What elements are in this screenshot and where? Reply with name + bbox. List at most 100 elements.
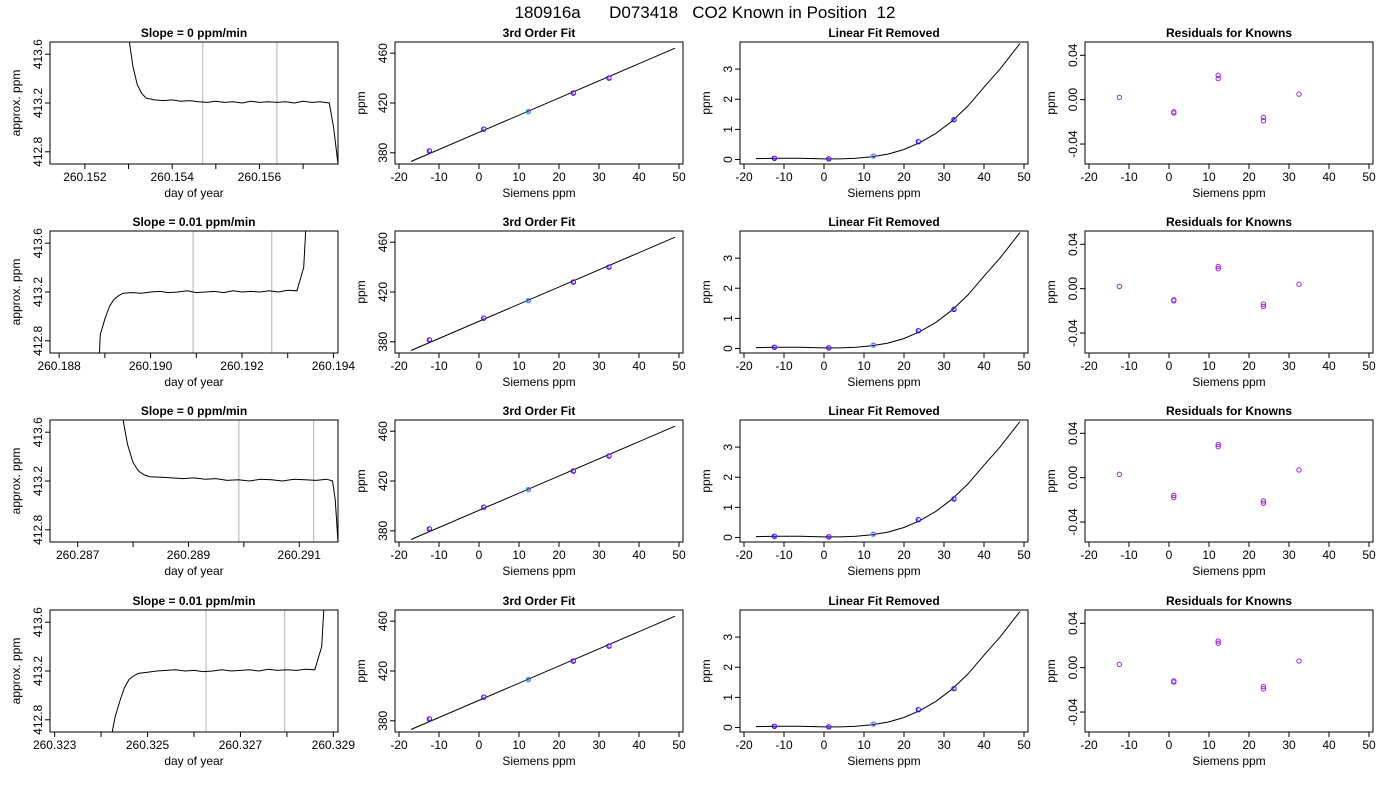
x-tick-label: 20 [897,548,911,562]
panel-1: Slope = 0 ppm/min 260.152 260.154 260.156 41… [9,26,339,200]
y-tick-label: 1 [721,694,735,701]
y-tick-label: 412.8 [31,704,45,734]
data-point [1116,94,1123,101]
data-point-overlay [827,156,832,161]
x-tick-label: -10 [775,548,793,562]
x-tick-label: 40 [1322,738,1336,752]
y-tick-label: 3 [721,633,735,640]
x-axis-label: Siemens ppm [847,564,920,578]
y-tick-label: 420 [376,282,390,302]
x-tick-label: 20 [1242,170,1256,184]
panel-title: Linear Fit Removed [828,594,939,608]
data-point-overlay [482,694,487,699]
data-point-overlay [572,279,576,284]
data-point-overlay [482,126,487,131]
data-point-overlay [572,658,576,663]
y-tick-label: 420 [376,93,390,113]
x-tick-label: 10 [512,738,526,752]
data-point-overlay [871,153,876,158]
panel-title: Slope = 0 ppm/min [141,404,247,418]
x-tick-label: 260.327 [219,738,263,752]
data-point-overlay [952,496,957,501]
y-tick-label: 0 [721,724,735,731]
y-tick-label: 0.00 [1066,88,1080,112]
x-tick-label: 40 [1322,359,1336,373]
y-tick-label: 460 [376,421,390,441]
x-axis-label: Siemens ppm [502,186,575,200]
panel-title: Slope = 0.01 ppm/min [132,215,255,229]
y-tick-label: 412.8 [31,514,45,544]
x-tick-label: 260.289 [167,548,211,562]
x-tick-label: -10 [430,738,448,752]
panel-6: 3rd Order Fit -20 -10 0 10 20 30 40 50 380 420 460 S… [354,215,686,389]
x-tick-label: -10 [775,738,793,752]
fit-curve-line [755,232,1021,349]
x-tick-label: 50 [1362,170,1376,184]
data-point-overlay [572,468,576,473]
x-axis-label: Siemens ppm [1192,754,1265,768]
y-tick-label: 0.04 [1066,421,1080,445]
x-tick-label: 10 [857,170,871,184]
data-point [1171,109,1177,115]
y-tick-label: 0.00 [1066,466,1080,490]
panel-3: Linear Fit Removed -20 -10 0 10 20 30 40 50 0 1 2 3 S… [699,26,1031,200]
x-tick-label: 260.188 [37,359,81,373]
x-tick-label: 260.156 [238,170,282,184]
x-tick-label: 40 [977,738,991,752]
x-tick-label: 20 [897,359,911,373]
x-tick-label: 40 [1322,548,1336,562]
y-tick-label: 0.00 [1066,656,1080,680]
y-axis-label: ppm [699,659,713,682]
data-point [1215,638,1221,644]
x-tick-label: 50 [1017,738,1031,752]
data-point [1215,640,1221,646]
plot-frame [1084,609,1374,733]
x-tick-label: 0 [821,359,828,373]
x-tick-label: 40 [632,359,646,373]
plot-frame [394,419,684,543]
x-tick-label: 50 [1362,359,1376,373]
x-tick-label: 50 [1017,170,1031,184]
plot-frame [1084,419,1374,543]
y-tick-label: -0.04 [1066,698,1080,726]
y-tick-label: 380 [376,520,390,540]
panel-9: Slope = 0 ppm/min 260.287 260.289 260.291 41… [9,404,339,578]
data-point [1215,266,1221,272]
fit-curve-line [755,611,1021,728]
x-tick-label: -20 [390,738,408,752]
panel-title: Residuals for Knowns [1166,26,1292,40]
x-tick-label: 20 [552,738,566,752]
data-point [1116,471,1123,478]
x-tick-label: -20 [1080,170,1098,184]
x-tick-label: 20 [1242,738,1256,752]
data-point-overlay [428,337,432,342]
plot-frame [739,230,1029,354]
x-axis-label: Siemens ppm [1192,375,1265,389]
y-tick-label: -0.04 [1066,508,1080,536]
x-tick-label: 30 [1282,738,1296,752]
data-point [1260,114,1267,121]
y-tick-label: 412.8 [31,136,45,166]
x-tick-label: 260.154 [150,170,194,184]
x-axis-label: Siemens ppm [1192,564,1265,578]
y-tick-label: 420 [376,661,390,681]
x-tick-label: 30 [937,359,951,373]
x-tick-label: 10 [512,548,526,562]
x-tick-label: 50 [1017,359,1031,373]
y-tick-label: 1 [721,126,735,133]
x-tick-label: 20 [897,738,911,752]
x-tick-label: 260.190 [129,359,173,373]
x-tick-label: 40 [632,548,646,562]
x-tick-label: 260.323 [33,738,77,752]
x-tick-label: 0 [476,548,483,562]
data-point-overlay [526,487,531,492]
y-tick-label: 380 [376,142,390,162]
x-tick-label: 10 [857,548,871,562]
x-tick-label: -20 [1080,359,1098,373]
plot-frame [394,41,684,165]
x-tick-label: 20 [1242,359,1256,373]
x-tick-label: 20 [897,170,911,184]
data-point-overlay [827,724,832,729]
panel-5: Slope = 0.01 ppm/min 260.188 260.190 260.19… [9,215,355,389]
